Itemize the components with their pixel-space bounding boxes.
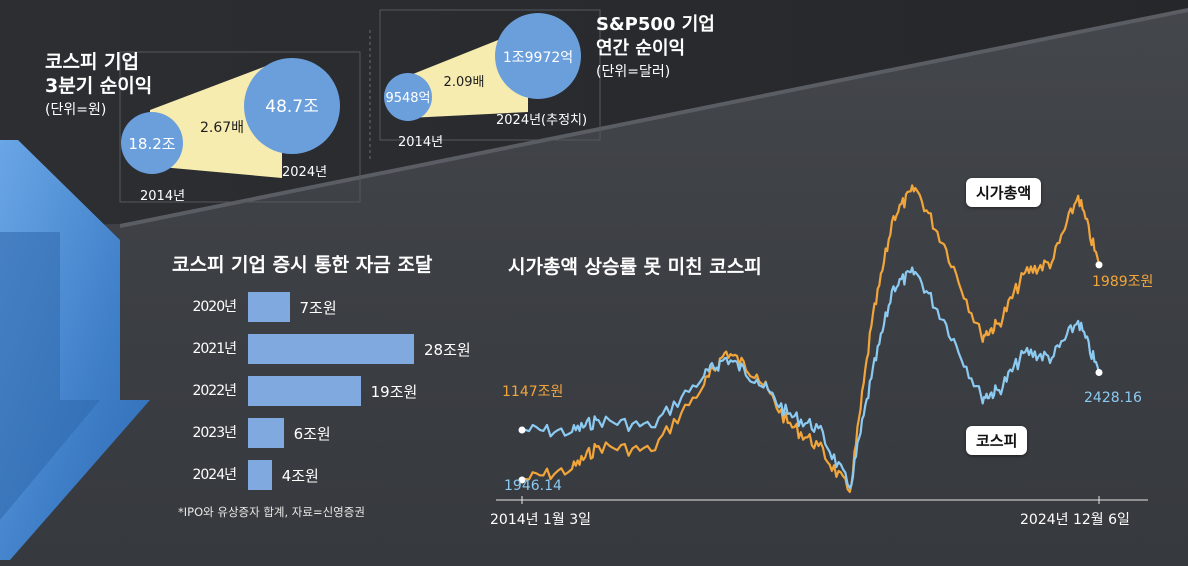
bar-year-label: 2021년	[192, 341, 237, 357]
bar-value-label: 28조원	[424, 341, 471, 359]
market-cap-end-dot	[1095, 261, 1103, 269]
kospi-income-small-value: 18.2조	[128, 135, 175, 153]
bar-row: 2021년 28조원	[172, 334, 492, 364]
bar-year-label: 2024년	[192, 467, 237, 483]
kospi-start-label: 1946.14	[504, 478, 562, 494]
kospi-income-big-value: 48.7조	[265, 97, 319, 117]
kospi-income-graphic: 코스피 기업 3분기 순이익 (단위=원) 18.2조 48.7조 2.67배 …	[45, 51, 361, 204]
bar-fill	[248, 334, 414, 364]
bar-row: 2023년 6조원	[172, 418, 492, 448]
series-line-market-cap	[521, 184, 1101, 494]
bar-row: 2022년 19조원	[172, 376, 492, 406]
series-tag-kospi: 코스피	[966, 426, 1028, 455]
kospi-end-dot	[1095, 368, 1103, 376]
sp500-income-frame	[379, 9, 601, 141]
x-axis-end-label: 2024년 12월 6일	[1020, 512, 1130, 528]
sp500-income-year-2014: 2014년	[398, 135, 443, 150]
sp500-income-title-1: S&P500 기업	[596, 14, 715, 35]
kospi-line-chart: 2014년 1월 3일 2024년 12월 6일 1147조원 1989조원 1…	[490, 184, 1153, 528]
kospi-income-year-2014: 2014년	[140, 189, 185, 204]
bar-fill	[248, 376, 361, 406]
sp500-income-title-2: 연간 순이익	[596, 38, 685, 59]
kospi-income-frame	[119, 51, 361, 203]
bar-value-label: 7조원	[299, 299, 337, 317]
bar-fill	[248, 418, 284, 448]
line-chart-title: 시가총액 상승률 못 미친 코스피	[508, 256, 762, 278]
series-line-kospi	[522, 266, 1101, 490]
sp500-income-big-value: 1조9972억	[503, 50, 573, 66]
kospi-income-ratio: 2.67배	[200, 120, 244, 136]
cap-end-label: 1989조원	[1092, 274, 1153, 290]
kospi-income-year-2024: 2024년	[282, 165, 327, 180]
sp500-income-year-2024: 2024년(추정치)	[496, 113, 587, 128]
cap-start-label: 1147조원	[502, 384, 563, 400]
funding-bar-chart: 코스피 기업 증시 통한 자금 조달 2020년 7조원 2021년 28조원 2022…	[172, 250, 492, 530]
market-cap-start-dot	[518, 476, 526, 484]
kospi-income-title-1: 코스피 기업	[45, 51, 139, 73]
top-band-edge	[120, 8, 1188, 228]
bar-row: 2024년 4조원	[172, 460, 492, 490]
bar-year-label: 2023년	[192, 425, 237, 441]
sp500-income-small-value: 9548억	[385, 91, 430, 106]
bar-year-label: 2020년	[192, 299, 237, 315]
line-series-group	[518, 184, 1103, 494]
bar-fill	[248, 460, 272, 490]
sp500-income-unit: (단위=달러)	[596, 64, 670, 80]
kospi-end-label: 2428.16	[1084, 390, 1142, 406]
bar-value-label: 4조원	[281, 467, 319, 485]
series-tag-market-cap: 시가총액	[966, 178, 1042, 207]
bar-fill	[248, 292, 290, 322]
down-arrow-shade	[0, 232, 100, 520]
kospi-income-unit: (단위=원)	[45, 102, 106, 118]
bar-chart-title: 코스피 기업 증시 통한 자금 조달	[172, 254, 433, 276]
x-axis-start-label: 2014년 1월 3일	[490, 512, 591, 528]
sp500-income-graphic: 9548억 1조9972억 2.09배 2014년 2024년(추정치) S&P…	[369, 9, 715, 160]
kospi-start-dot	[518, 426, 526, 434]
sp500-income-small-circle	[384, 73, 432, 121]
bar-year-label: 2022년	[192, 383, 237, 399]
kospi-income-title-2: 3분기 순이익	[45, 75, 152, 97]
bar-value-label: 19조원	[370, 383, 418, 401]
kospi-income-big-circle	[244, 58, 340, 154]
sp500-income-big-circle	[495, 13, 581, 99]
bar-value-label: 6조원	[293, 425, 331, 443]
kospi-income-small-circle	[121, 112, 183, 174]
bar-chart-note: *IPO와 유상증자 합계, 자료=신영증권	[178, 505, 365, 519]
top-band	[0, 0, 1188, 226]
sp500-income-ratio: 2.09배	[444, 75, 485, 90]
bar-row: 2020년 7조원	[172, 292, 492, 322]
